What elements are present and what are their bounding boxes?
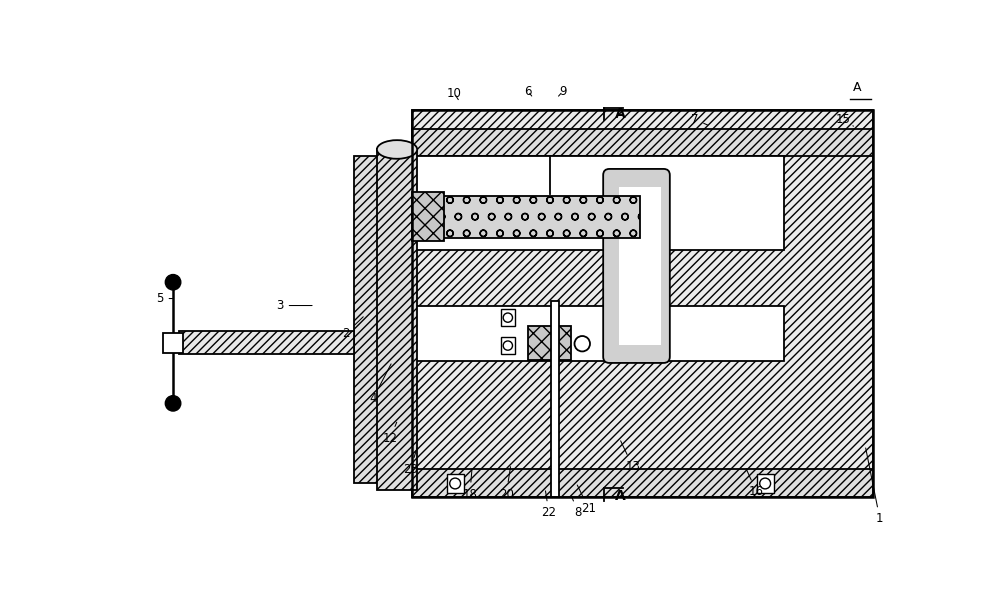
Circle shape [503, 341, 512, 350]
Text: 13: 13 [621, 441, 640, 473]
Bar [501, 337, 515, 355]
Text: 4: 4 [369, 364, 391, 405]
Bar [412, 110, 873, 497]
Circle shape [760, 478, 771, 489]
Bar [412, 306, 784, 361]
Text: 7: 7 [691, 113, 708, 126]
Text: 6: 6 [524, 85, 532, 98]
Text: A: A [853, 81, 862, 94]
Text: A: A [615, 106, 626, 120]
Circle shape [574, 336, 590, 352]
Bar [528, 325, 571, 361]
Circle shape [450, 478, 461, 489]
Text: 23: 23 [403, 448, 418, 476]
Text: 5: 5 [156, 292, 173, 305]
Bar [447, 474, 464, 493]
Text: 15: 15 [835, 113, 854, 126]
Text: 18: 18 [462, 469, 477, 501]
Bar [412, 192, 444, 241]
Bar [354, 157, 416, 483]
Circle shape [503, 313, 512, 322]
Text: 3: 3 [276, 299, 312, 312]
Bar [412, 469, 873, 497]
Bar [551, 301, 559, 497]
Bar [501, 309, 515, 327]
Text: 12: 12 [383, 422, 398, 445]
Bar [619, 187, 661, 345]
Text: A: A [615, 489, 626, 503]
Text: 22: 22 [541, 491, 556, 519]
Circle shape [165, 396, 181, 411]
Circle shape [165, 275, 181, 290]
Bar [412, 128, 873, 157]
Text: 9: 9 [559, 85, 567, 98]
Bar [431, 196, 640, 238]
Bar [377, 149, 417, 489]
Text: 16: 16 [746, 469, 764, 499]
Text: 8: 8 [572, 497, 582, 519]
Text: 2: 2 [342, 317, 363, 340]
Bar [163, 333, 183, 353]
Text: 1: 1 [866, 448, 884, 525]
Ellipse shape [377, 140, 417, 159]
Text: 20: 20 [499, 466, 514, 501]
Bar [412, 110, 873, 497]
Text: 10: 10 [447, 87, 462, 100]
Text: 21: 21 [577, 485, 596, 515]
Bar [412, 157, 784, 250]
FancyBboxPatch shape [603, 169, 670, 363]
Bar [179, 331, 354, 355]
Bar [757, 474, 774, 493]
